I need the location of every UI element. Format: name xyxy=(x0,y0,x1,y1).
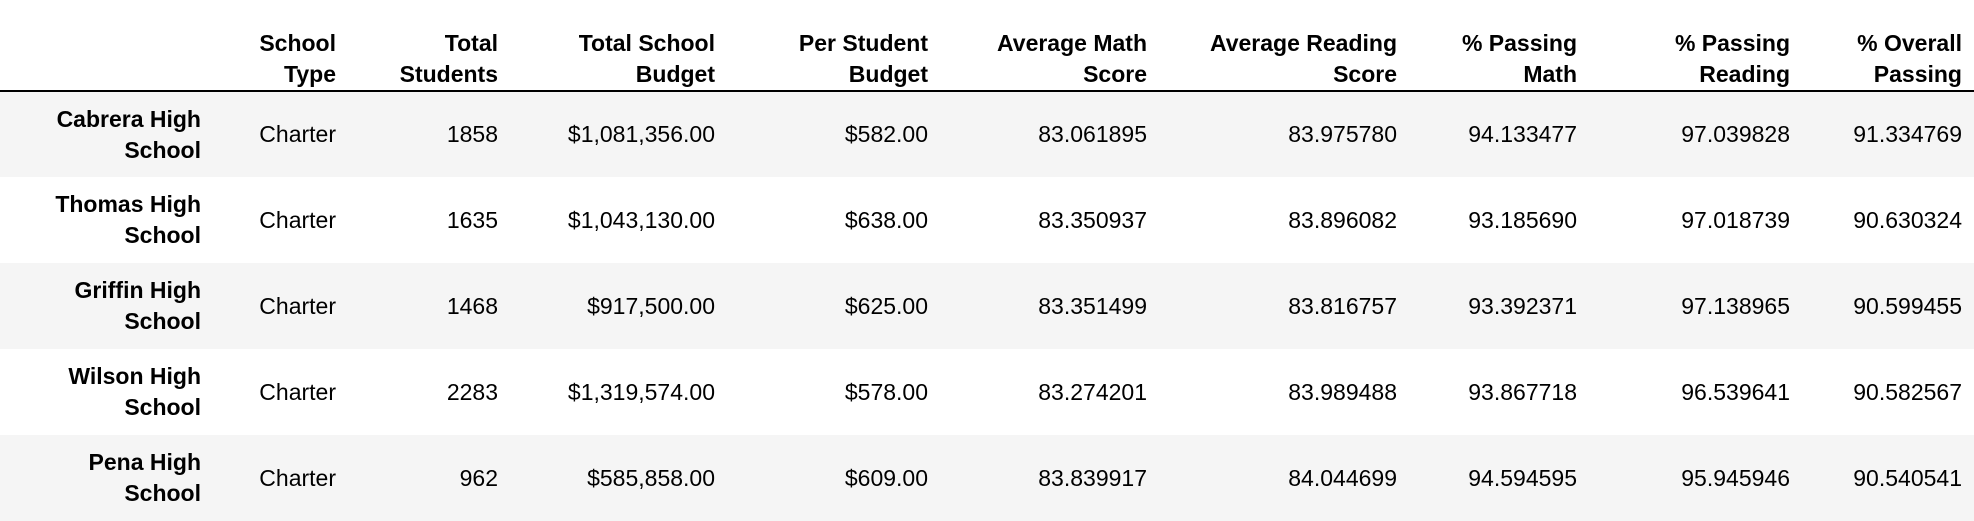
table-cell: $625.00 xyxy=(844,292,928,319)
column-header: % Passing Math xyxy=(1409,0,1589,92)
table-body: Cabrera High School Charter 1858 $1,081,… xyxy=(0,91,1974,521)
table-cell: 95.945946 xyxy=(1681,464,1790,491)
table-cell: $1,043,130.00 xyxy=(567,206,715,233)
column-header: Total Students xyxy=(348,0,510,92)
table-cell: 83.816757 xyxy=(1288,292,1397,319)
table-cell: 97.039828 xyxy=(1681,121,1790,147)
table-cell: 1468 xyxy=(446,292,498,319)
column-header: Average Math Score xyxy=(940,0,1159,92)
table-cell: 93.392371 xyxy=(1468,292,1577,319)
table-cell: Charter xyxy=(259,206,336,233)
table-cell: 91.334769 xyxy=(1853,121,1962,147)
table-cell: 96.539641 xyxy=(1681,378,1790,405)
column-header: % Passing Reading xyxy=(1589,0,1802,92)
table-cell: 83.061895 xyxy=(1038,121,1147,147)
table-cell: 90.540541 xyxy=(1853,464,1962,491)
table-row: Wilson High School Charter 2283 $1,319,5… xyxy=(0,349,1974,435)
table-cell: 83.989488 xyxy=(1288,378,1397,405)
table-cell: $585,858.00 xyxy=(587,464,715,491)
table-cell: 83.975780 xyxy=(1288,121,1397,147)
table-cell: 83.839917 xyxy=(1038,464,1147,491)
table-cell: 83.274201 xyxy=(1038,378,1147,405)
table-cell: Charter xyxy=(259,464,336,491)
table-cell: 83.350937 xyxy=(1038,206,1147,233)
row-label: Wilson High School xyxy=(68,363,201,420)
header-row: School Type Total Students Total School … xyxy=(0,0,1974,92)
table-cell: $609.00 xyxy=(844,464,928,491)
row-label: Cabrera High School xyxy=(56,105,201,163)
table-cell: 83.351499 xyxy=(1038,292,1147,319)
table-cell: 1635 xyxy=(446,206,498,233)
table-cell: $578.00 xyxy=(844,378,928,405)
column-header: % Overall Passing xyxy=(1802,0,1974,92)
table-cell: 1858 xyxy=(446,121,498,147)
table-cell: 90.599455 xyxy=(1853,292,1962,319)
table-cell: Charter xyxy=(259,292,336,319)
table-row: Pena High School Charter 962 $585,858.00… xyxy=(0,435,1974,521)
table-row: Thomas High School Charter 1635 $1,043,1… xyxy=(0,177,1974,263)
table-header: School Type Total Students Total School … xyxy=(0,0,1974,92)
table-cell: 97.018739 xyxy=(1681,206,1790,233)
table-cell: Charter xyxy=(259,378,336,405)
table-cell: $1,319,574.00 xyxy=(567,378,715,405)
table-cell: 97.138965 xyxy=(1681,292,1790,319)
row-label: Griffin High School xyxy=(74,277,201,334)
table-cell: 83.896082 xyxy=(1288,206,1397,233)
table-cell: 93.185690 xyxy=(1468,206,1577,233)
column-header: Average Reading Score xyxy=(1159,0,1409,92)
table-cell: 93.867718 xyxy=(1468,378,1577,405)
table-cell: 2283 xyxy=(446,378,498,405)
table-cell: Charter xyxy=(259,121,336,147)
column-header: Total School Budget xyxy=(510,0,727,92)
table-cell: 90.582567 xyxy=(1853,378,1962,405)
row-label: Thomas High School xyxy=(55,191,201,248)
index-header xyxy=(0,0,224,92)
column-header: Per Student Budget xyxy=(727,0,940,92)
table-cell: $1,081,356.00 xyxy=(567,121,715,147)
row-label: Pena High School xyxy=(88,449,201,506)
table-row: Griffin High School Charter 1468 $917,50… xyxy=(0,263,1974,349)
table-cell: $638.00 xyxy=(844,206,928,233)
table-cell: 90.630324 xyxy=(1853,206,1962,233)
table-row: Cabrera High School Charter 1858 $1,081,… xyxy=(0,91,1974,177)
table-cell: 94.133477 xyxy=(1468,121,1577,147)
table-cell: 94.594595 xyxy=(1468,464,1577,491)
table-cell: $917,500.00 xyxy=(587,292,715,319)
table-cell: 84.044699 xyxy=(1288,464,1397,491)
column-header: School Type xyxy=(224,0,348,92)
table-cell: $582.00 xyxy=(844,121,928,147)
table-cell: 962 xyxy=(459,464,498,491)
